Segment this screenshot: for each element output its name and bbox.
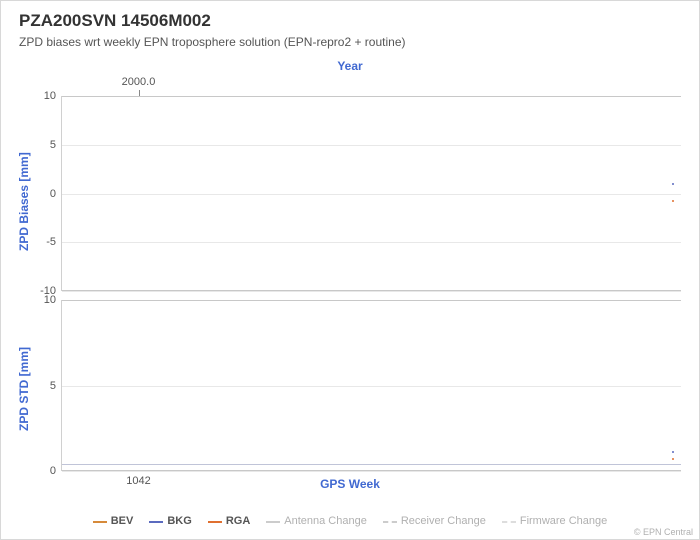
gridline <box>62 291 681 292</box>
legend-label: RGA <box>226 515 250 527</box>
y-tick-label: 0 <box>26 465 56 477</box>
gridline <box>62 471 681 472</box>
y-axis-label-biases: ZPD Biases [mm] <box>17 152 31 251</box>
data-point <box>672 183 674 185</box>
panel-border <box>62 300 681 301</box>
chart-title: PZA200SVN 14506M002 <box>19 11 211 31</box>
legend-label: Receiver Change <box>401 515 486 527</box>
legend-item: Antenna Change <box>266 513 367 531</box>
copyright: © EPN Central <box>634 527 693 537</box>
top-axis-label: Year <box>1 59 699 73</box>
data-point <box>672 200 674 202</box>
y-tick-label: 10 <box>26 90 56 102</box>
legend-swatch <box>208 521 222 523</box>
legend-swatch <box>502 521 516 523</box>
top-tick-label: 2000.0 <box>122 76 156 88</box>
data-point <box>672 458 674 460</box>
gridline <box>62 194 681 195</box>
baseline <box>62 464 681 465</box>
legend-label: BKG <box>167 515 191 527</box>
legend-item: Receiver Change <box>383 513 486 531</box>
legend-swatch <box>93 521 107 523</box>
legend-swatch <box>383 521 397 523</box>
gridline <box>62 386 681 387</box>
y-axis-label-std: ZPD STD [mm] <box>17 347 31 431</box>
bottom-axis-label: GPS Week <box>1 477 699 491</box>
legend-swatch <box>149 521 163 523</box>
chart-subtitle: ZPD biases wrt weekly EPN troposphere so… <box>19 35 406 49</box>
legend: BEV BKG RGA Antenna Change Receiver Change Fi… <box>1 513 699 531</box>
y-tick-label: 10 <box>26 294 56 306</box>
legend-item: Firmware Change <box>502 513 607 531</box>
chart-container: PZA200SVN 14506M002 ZPD biases wrt weekl… <box>0 0 700 540</box>
gridline <box>62 145 681 146</box>
legend-item: RGA <box>208 513 250 531</box>
legend-item: BKG <box>149 513 191 531</box>
y-tick-label: 5 <box>26 139 56 151</box>
data-point <box>672 451 674 453</box>
legend-item: BEV <box>93 513 134 531</box>
plot-area: 2000.0-10-5051005101042 <box>61 96 681 471</box>
legend-label: Firmware Change <box>520 515 607 527</box>
gridline <box>62 242 681 243</box>
legend-label: BEV <box>111 515 134 527</box>
panel-border <box>62 470 681 471</box>
legend-swatch <box>266 521 280 523</box>
panel-std <box>61 300 681 471</box>
panel-border <box>62 96 681 97</box>
legend-label: Antenna Change <box>284 515 367 527</box>
panel-biases <box>61 96 681 291</box>
panel-border <box>62 290 681 291</box>
